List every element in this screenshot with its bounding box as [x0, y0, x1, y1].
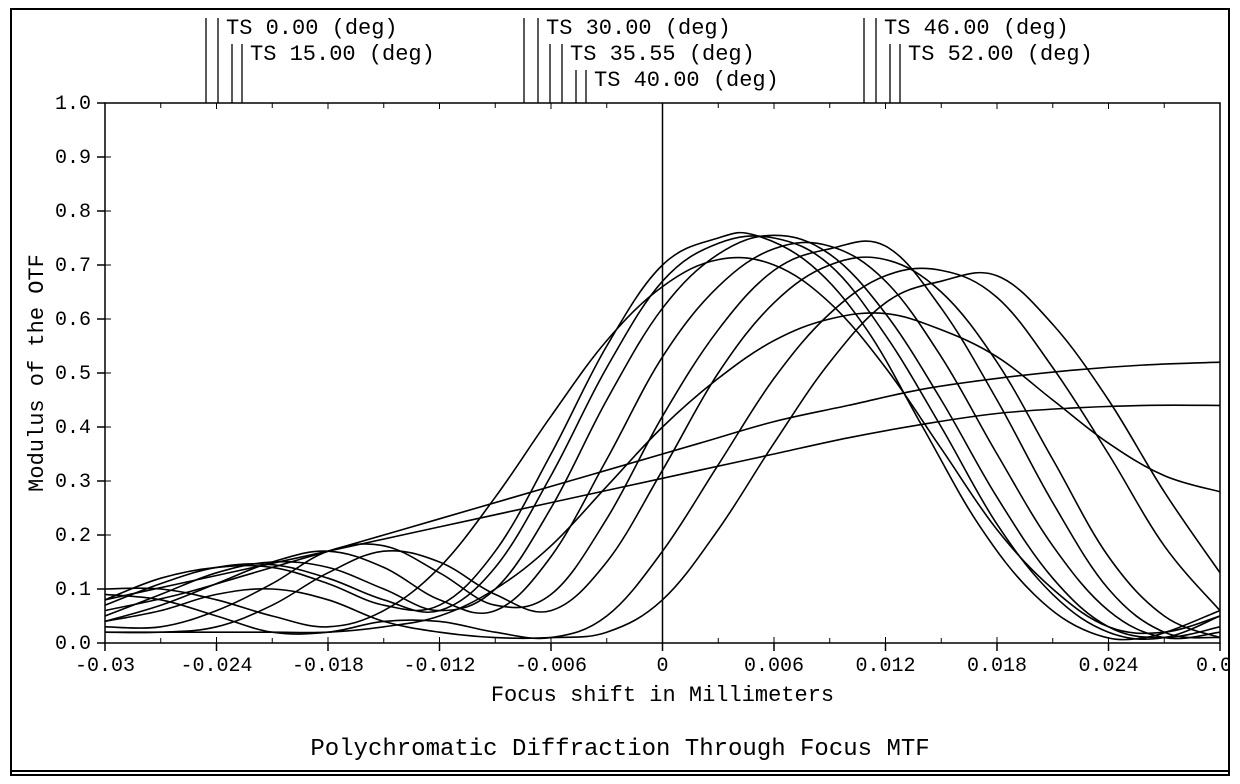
y-tick-label: 0.4	[55, 417, 91, 440]
legend-label: TS 46.00 (deg)	[884, 16, 1069, 41]
x-tick-label: -0.03	[75, 655, 135, 678]
legend-label: TS 35.55 (deg)	[570, 42, 755, 67]
legend-label: TS 15.00 (deg)	[250, 42, 435, 67]
x-tick-label: -0.006	[515, 655, 587, 678]
y-tick-label: 0.2	[55, 525, 91, 548]
y-tick-label: 0.9	[55, 147, 91, 170]
y-tick-label: 0.1	[55, 579, 91, 602]
legend-label: TS 40.00 (deg)	[594, 68, 779, 93]
x-tick-label: 0.006	[744, 655, 804, 678]
y-tick-label: 0.6	[55, 309, 91, 332]
x-tick-label: 0.012	[855, 655, 915, 678]
x-tick-label: -0.024	[180, 655, 252, 678]
y-tick-label: 1.0	[55, 93, 91, 116]
chart-caption: Polychromatic Diffraction Through Focus …	[310, 736, 929, 763]
chart-container: 0.0 0.1 0.2 0.3 0.4 0.5 0.6 0.7 0.8 0.9 1.0 -0.03 -0…	[10, 8, 1230, 728]
legend-label: TS 0.00 (deg)	[226, 16, 398, 41]
y-tick-label: 0.0	[55, 633, 91, 656]
x-axis-label: Focus shift in Millimeters	[491, 683, 834, 708]
legend-label: TS 30.00 (deg)	[546, 16, 731, 41]
y-tick-label: 0.3	[55, 471, 91, 494]
x-tick-label: -0.012	[403, 655, 475, 678]
x-tick-label: -0.018	[292, 655, 364, 678]
y-tick-label: 0.7	[55, 255, 91, 278]
chart-svg: 0.0 0.1 0.2 0.3 0.4 0.5 0.6 0.7 0.8 0.9 1.0 -0.03 -0…	[10, 8, 1230, 728]
y-tick-label: 0.8	[55, 201, 91, 224]
x-tick-label: 0.024	[1078, 655, 1138, 678]
chart-caption-bar: Polychromatic Diffraction Through Focus …	[10, 728, 1230, 772]
x-tick-label: 0	[656, 655, 668, 678]
y-axis-label: Modulus of the OTF	[25, 254, 50, 492]
y-tick-label: 0.5	[55, 363, 91, 386]
legend-label: TS 52.00 (deg)	[908, 42, 1093, 67]
x-tick-label: 0.018	[967, 655, 1027, 678]
x-tick-label: 0.03	[1196, 655, 1230, 678]
